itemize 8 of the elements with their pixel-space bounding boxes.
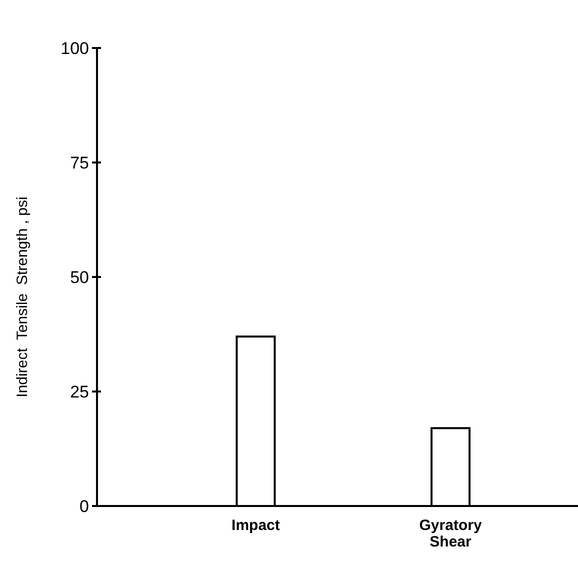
y-axis-title: Indirect Tensile Strength , psi [14, 196, 31, 398]
x-tick-label: Gyratory Shear [419, 517, 482, 550]
y-tick-label: 50 [70, 268, 89, 287]
x-tick-label: Impact [232, 517, 280, 534]
y-tick-label: 0 [80, 496, 89, 516]
y-tick-label: 100 [60, 38, 89, 58]
y-tick-label: 75 [70, 153, 89, 172]
y-tick-label: 25 [70, 382, 89, 402]
